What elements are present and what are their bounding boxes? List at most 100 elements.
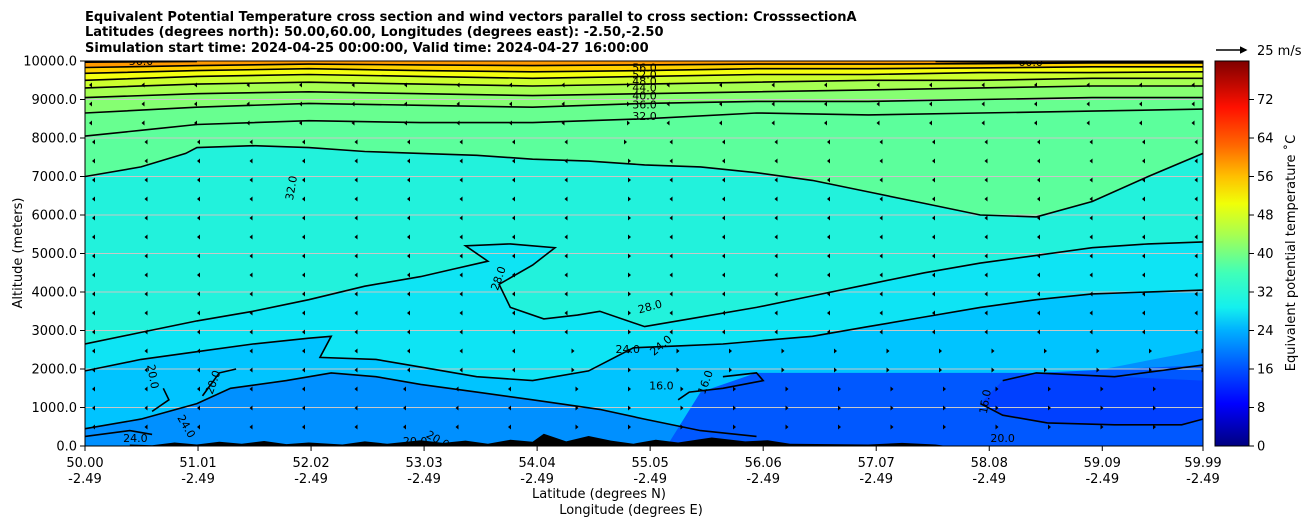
contour-label: 36.0 xyxy=(632,98,657,111)
wind-vector xyxy=(1044,367,1047,373)
x-tick-label-lat: 51.01 xyxy=(179,456,216,471)
wind-vector xyxy=(455,424,459,430)
wind-vector xyxy=(459,348,463,354)
wind-vector xyxy=(628,215,631,221)
wind-vector xyxy=(722,234,725,240)
wind-vector xyxy=(141,120,145,126)
colorbar-tick-label: 40 xyxy=(1257,247,1274,262)
wind-vector xyxy=(354,348,358,354)
wind-vector xyxy=(459,215,463,221)
wind-vector xyxy=(722,291,725,297)
wind-vector xyxy=(838,386,841,392)
wind-vector xyxy=(354,272,358,278)
wind-vector xyxy=(886,348,890,354)
wind-vector xyxy=(984,139,988,145)
wind-vector xyxy=(197,291,200,297)
wind-vector xyxy=(827,215,830,221)
wind-vector xyxy=(302,139,305,145)
wind-vector xyxy=(939,348,942,354)
wind-vector xyxy=(302,272,305,278)
x-tick-label-lon: -2.49 xyxy=(1186,472,1220,487)
wind-vector xyxy=(89,120,92,126)
wind-vector xyxy=(92,272,95,278)
x-tick-label-lat: 53.03 xyxy=(405,456,442,471)
wind-vector xyxy=(729,367,732,373)
wind-vector xyxy=(1206,425,1209,430)
wind-vector xyxy=(141,101,145,107)
wind-vector xyxy=(197,329,200,335)
wind-vector xyxy=(354,424,358,430)
wind-vector xyxy=(1142,215,1145,221)
wind-vector xyxy=(1037,177,1040,183)
wind-vector xyxy=(564,310,568,316)
contour-label: 60.0 xyxy=(1018,56,1043,69)
wind-vector xyxy=(302,158,305,164)
y-tick-label: 1000.0 xyxy=(32,401,78,416)
wind-vector xyxy=(628,177,631,183)
wind-vector xyxy=(827,139,830,145)
wind-vector xyxy=(459,272,463,278)
wind-vector xyxy=(1149,348,1152,354)
contour-line-16 xyxy=(1002,364,1203,382)
wind-vector xyxy=(984,272,988,278)
wind-vector xyxy=(1086,120,1090,126)
x-axis-label: Latitude (degrees N) xyxy=(532,487,666,502)
wind-vector xyxy=(197,177,200,183)
wind-vector xyxy=(627,120,630,126)
wind-vector xyxy=(1037,196,1040,202)
wind-vector xyxy=(929,82,932,88)
wind-vector xyxy=(628,196,631,202)
wind-vector xyxy=(564,234,568,240)
wind-vector xyxy=(302,405,305,411)
wind-vector xyxy=(984,234,988,240)
wind-vector xyxy=(628,291,631,297)
contour-line-56 xyxy=(85,62,1203,69)
wind-vector xyxy=(354,386,358,392)
wind-vector xyxy=(92,215,95,221)
contour-label: 20.0 xyxy=(403,435,428,448)
wind-vector xyxy=(575,424,579,430)
wind-vector xyxy=(197,424,200,430)
wind-vector xyxy=(249,139,253,145)
wind-vector xyxy=(1194,253,1198,259)
wind-vector xyxy=(197,234,200,240)
wind-vector xyxy=(984,329,988,335)
chart-title-line-1: Equivalent Potential Temperature cross s… xyxy=(85,10,857,25)
wind-vector xyxy=(459,177,463,183)
contour-label: 20.0 xyxy=(144,363,161,389)
wind-vector xyxy=(1096,348,1100,354)
wind-vector xyxy=(459,139,463,145)
wind-vector xyxy=(729,348,732,354)
contour-line-52 xyxy=(85,66,1203,75)
wind-vector xyxy=(302,367,305,373)
contour-label: 48.0 xyxy=(632,75,657,88)
wind-key-label: 25 m/s xyxy=(1257,44,1302,59)
wind-vector xyxy=(774,177,778,183)
wind-vector xyxy=(92,291,95,297)
wind-vector xyxy=(1206,387,1209,392)
wind-vector xyxy=(1194,291,1198,297)
wind-vector xyxy=(1153,424,1156,430)
wind-vector xyxy=(669,196,673,202)
wind-vector xyxy=(1048,386,1051,392)
wind-vector xyxy=(508,424,511,430)
wind-vector xyxy=(669,177,673,183)
wind-vector xyxy=(879,329,883,335)
wind-vector xyxy=(932,272,935,278)
wind-vector xyxy=(722,196,725,202)
y-tick-label: 4000.0 xyxy=(32,286,78,301)
wind-vector xyxy=(876,101,880,107)
wind-vector xyxy=(92,386,95,392)
wind-vector xyxy=(1194,177,1198,183)
wind-vector xyxy=(781,348,785,354)
wind-vector xyxy=(407,234,410,240)
wind-vector xyxy=(774,215,778,221)
wind-vector xyxy=(932,139,935,145)
wind-vector xyxy=(92,405,95,411)
wind-vector xyxy=(733,386,736,392)
wind-vector xyxy=(1037,310,1040,316)
wind-vector xyxy=(571,348,575,354)
wind-vector xyxy=(249,367,253,373)
wind-vector xyxy=(92,348,95,354)
wind-vector xyxy=(1139,101,1142,107)
